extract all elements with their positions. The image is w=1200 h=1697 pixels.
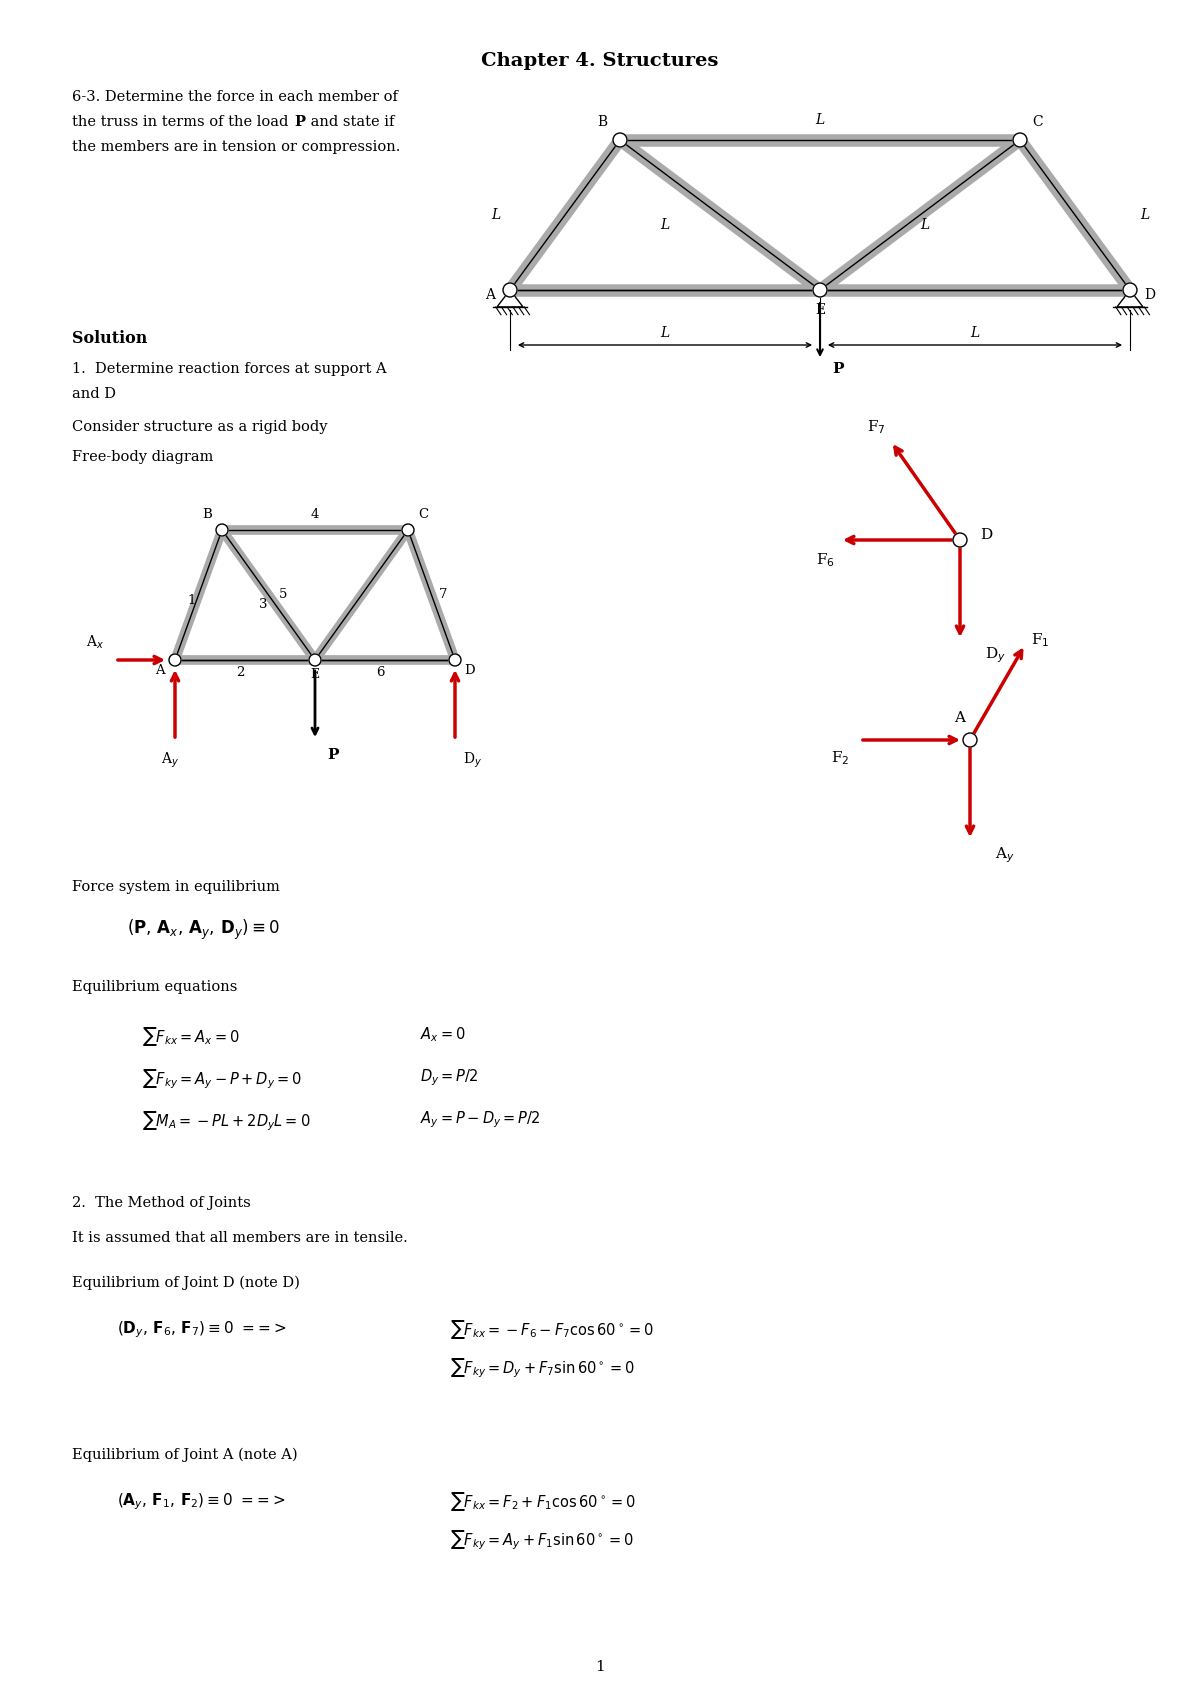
Text: 1: 1: [595, 1660, 605, 1673]
Text: L: L: [660, 217, 670, 232]
Text: D: D: [464, 664, 475, 677]
Text: A: A: [155, 664, 164, 677]
Text: F$_1$: F$_1$: [1031, 631, 1049, 648]
Text: A$_y$: A$_y$: [161, 750, 179, 770]
Text: D$_y$: D$_y$: [463, 750, 482, 770]
Circle shape: [814, 283, 827, 297]
Text: 3: 3: [259, 599, 268, 611]
Text: 7: 7: [439, 589, 448, 601]
Text: $A_x = 0$: $A_x = 0$: [420, 1025, 466, 1044]
Text: A$_x$: A$_x$: [86, 633, 104, 650]
Text: Equilibrium of Joint A (note A): Equilibrium of Joint A (note A): [72, 1448, 298, 1463]
Text: and state if: and state if: [306, 115, 395, 129]
Circle shape: [503, 283, 517, 297]
Text: It is assumed that all members are in tensile.: It is assumed that all members are in te…: [72, 1230, 408, 1246]
Text: C: C: [418, 509, 428, 521]
Text: $(\mathbf{P},\, \mathbf{A}_x,\, \mathbf{A}_y,\, \mathbf{D}_y) \equiv 0$: $(\mathbf{P},\, \mathbf{A}_x,\, \mathbf{…: [127, 918, 280, 942]
Text: $\sum M_A = -PL + 2D_yL = 0$: $\sum M_A = -PL + 2D_yL = 0$: [142, 1110, 311, 1132]
Text: A: A: [485, 288, 496, 302]
Text: Chapter 4. Structures: Chapter 4. Structures: [481, 53, 719, 70]
Text: B: B: [202, 509, 212, 521]
Text: P: P: [326, 748, 338, 762]
Text: $\sum F_{ky} = A_y + F_1\sin 60^\circ = 0$: $\sum F_{ky} = A_y + F_1\sin 60^\circ = …: [450, 1527, 634, 1551]
Text: $A_y = P - D_y = P/2$: $A_y = P - D_y = P/2$: [420, 1110, 541, 1130]
Text: 6: 6: [376, 665, 384, 679]
Text: L: L: [491, 209, 500, 222]
Text: and D: and D: [72, 387, 116, 400]
Text: $\sum F_{ky} = D_y + F_7\sin 60^\circ = 0$: $\sum F_{ky} = D_y + F_7\sin 60^\circ = …: [450, 1356, 635, 1380]
Text: the members are in tension or compression.: the members are in tension or compressio…: [72, 139, 401, 154]
Text: L: L: [815, 114, 824, 127]
Text: Free-body diagram: Free-body diagram: [72, 450, 214, 463]
Circle shape: [169, 653, 181, 665]
Text: E: E: [311, 669, 319, 682]
Text: $\sum F_{kx} = A_x = 0$: $\sum F_{kx} = A_x = 0$: [142, 1025, 240, 1049]
Text: the truss in terms of the load: the truss in terms of the load: [72, 115, 293, 129]
Text: L: L: [920, 217, 930, 232]
Text: $\sum F_{ky} = A_y - P + D_y = 0$: $\sum F_{ky} = A_y - P + D_y = 0$: [142, 1067, 302, 1091]
Text: A$_y$: A$_y$: [995, 845, 1015, 865]
Text: L: L: [1140, 209, 1150, 222]
Text: Equilibrium equations: Equilibrium equations: [72, 979, 238, 994]
Text: F$_6$: F$_6$: [816, 552, 834, 568]
Text: P: P: [294, 115, 305, 129]
Text: P: P: [832, 361, 844, 377]
Circle shape: [310, 653, 322, 665]
Text: L: L: [660, 326, 670, 339]
Text: B: B: [596, 115, 607, 129]
Text: 4: 4: [311, 509, 319, 521]
Text: Force system in equilibrium: Force system in equilibrium: [72, 881, 280, 894]
Text: $D_y = P/2$: $D_y = P/2$: [420, 1067, 479, 1088]
Polygon shape: [1117, 290, 1142, 307]
Text: 1.  Determine reaction forces at support A: 1. Determine reaction forces at support …: [72, 361, 386, 377]
Polygon shape: [497, 290, 523, 307]
Text: $(\mathbf{A}_y,\, \mathbf{F}_1,\, \mathbf{F}_2) \equiv 0\ =\!=\!>$: $(\mathbf{A}_y,\, \mathbf{F}_1,\, \mathb…: [118, 1492, 286, 1512]
Circle shape: [613, 132, 628, 148]
Circle shape: [402, 524, 414, 536]
Circle shape: [1123, 283, 1138, 297]
Text: Equilibrium of Joint D (note D): Equilibrium of Joint D (note D): [72, 1276, 300, 1290]
Circle shape: [449, 653, 461, 665]
Text: 2: 2: [236, 665, 244, 679]
Text: $(\mathbf{D}_y,\, \mathbf{F}_6,\, \mathbf{F}_7) \equiv 0\ =\!=\!>$: $(\mathbf{D}_y,\, \mathbf{F}_6,\, \mathb…: [118, 1320, 287, 1341]
Text: D$_y$: D$_y$: [985, 645, 1006, 665]
Text: L: L: [971, 326, 979, 339]
Text: Solution: Solution: [72, 329, 148, 346]
Text: $\sum F_{kx} = F_2 + F_1\cos 60^\circ = 0$: $\sum F_{kx} = F_2 + F_1\cos 60^\circ = …: [450, 1490, 636, 1514]
Text: A: A: [954, 711, 966, 725]
Text: $\sum F_{kx} = -F_6 - F_7\cos 60^\circ = 0$: $\sum F_{kx} = -F_6 - F_7\cos 60^\circ =…: [450, 1319, 654, 1341]
Text: F$_7$: F$_7$: [866, 417, 886, 436]
Text: 5: 5: [278, 589, 287, 601]
Text: C: C: [1033, 115, 1043, 129]
Text: 1: 1: [187, 594, 196, 606]
Circle shape: [953, 533, 967, 546]
Text: Consider structure as a rigid body: Consider structure as a rigid body: [72, 419, 328, 434]
Text: D: D: [1145, 288, 1156, 302]
Text: F$_2$: F$_2$: [830, 748, 850, 767]
Circle shape: [216, 524, 228, 536]
Circle shape: [1013, 132, 1027, 148]
Text: 2.  The Method of Joints: 2. The Method of Joints: [72, 1196, 251, 1210]
Text: 6-3. Determine the force in each member of: 6-3. Determine the force in each member …: [72, 90, 398, 104]
Text: E: E: [815, 304, 826, 317]
Text: D: D: [980, 528, 992, 541]
Circle shape: [964, 733, 977, 747]
